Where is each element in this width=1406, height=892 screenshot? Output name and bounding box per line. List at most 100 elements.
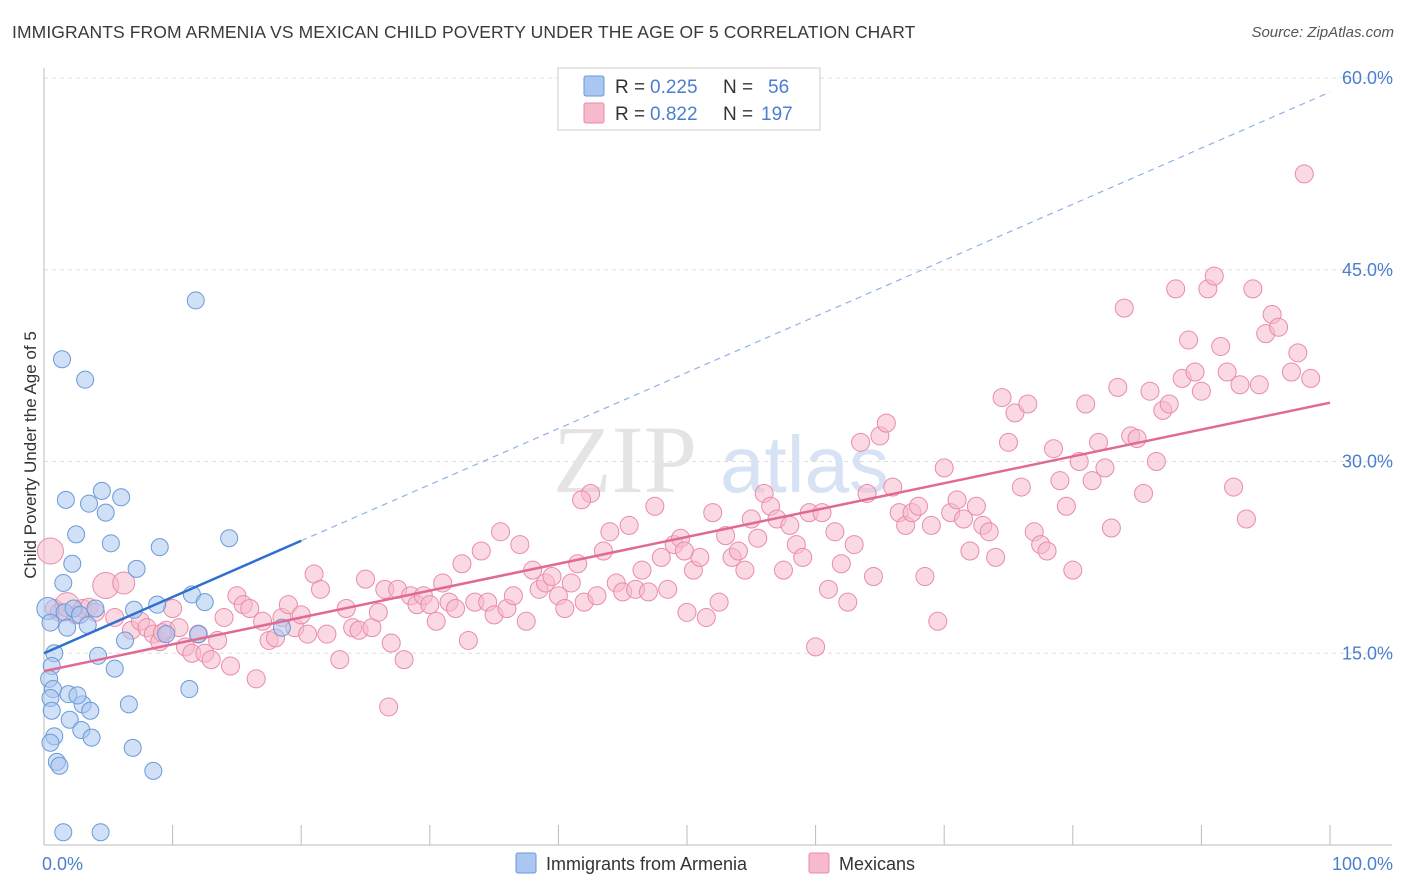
y-tick-label: 60.0%	[1342, 68, 1393, 88]
mexicans-point	[674, 541, 694, 561]
mexicans-point	[1050, 471, 1070, 491]
bottom-legend-armenia-swatch	[515, 852, 537, 874]
mexicans-point	[818, 579, 838, 599]
legend-mexico-n-label: N =	[723, 104, 753, 125]
legend-mexico-r-label: R =	[615, 104, 645, 125]
armenia-trend-line	[43, 539, 302, 655]
armenia-point	[127, 559, 146, 578]
mexicans-point	[703, 503, 723, 523]
mexicans-point	[356, 569, 375, 589]
x-tick-labels: 0.0% 100.0%	[42, 854, 1393, 874]
mexicans-point	[960, 541, 980, 561]
armenia-point	[56, 490, 75, 509]
armenia-point	[180, 680, 199, 699]
legend-armenia-r-value: 0.225	[650, 77, 698, 98]
legend-armenia-n-value: 56	[768, 77, 789, 98]
armenia-point	[63, 554, 82, 573]
armenia-point	[112, 488, 131, 507]
mexicans-point	[298, 624, 318, 644]
series-legend: Immigrants from Armenia Mexicans	[515, 852, 915, 874]
mexicans-point	[600, 522, 620, 542]
armenia-point	[42, 701, 61, 720]
armenia-point	[41, 613, 60, 632]
armenia-point	[50, 756, 69, 775]
mexicans-point	[831, 554, 851, 574]
mexicans-point	[1224, 477, 1244, 497]
mexicans-point	[1166, 279, 1186, 299]
y-tick-label: 45.0%	[1342, 260, 1393, 280]
mexicans-point	[1037, 541, 1057, 561]
bottom-legend-mexico-swatch	[808, 852, 830, 874]
mexicans-point	[1230, 375, 1250, 395]
mexicans-point	[992, 388, 1012, 408]
mexicans-point	[1294, 164, 1314, 184]
mexicans-point	[1101, 518, 1121, 538]
mexicans-point	[368, 602, 388, 622]
armenia-point	[119, 695, 138, 714]
mexicans-point	[420, 595, 440, 615]
mexicans-point	[651, 547, 671, 567]
armenia-point	[80, 494, 99, 513]
trend-lines	[43, 91, 1331, 673]
armenia-point	[186, 291, 205, 310]
armenia-point	[157, 625, 176, 644]
mexicans-point	[330, 650, 350, 670]
mexicans-point	[696, 607, 716, 627]
mexicans-point	[426, 611, 446, 631]
mexicans-point	[1191, 381, 1211, 401]
mexicans-point	[735, 560, 755, 580]
mexicans-point	[379, 697, 399, 717]
armenia-point	[41, 733, 60, 752]
armenia-point	[81, 701, 100, 720]
mexicans-point	[979, 522, 999, 542]
mexicans-point	[516, 611, 536, 631]
legend-armenia-n-label: N =	[723, 77, 753, 98]
mexicans-point	[1018, 394, 1038, 414]
mexicans-point	[542, 567, 562, 587]
mexicans-point	[1134, 483, 1154, 503]
armenia-point	[144, 761, 163, 780]
armenia-point	[123, 738, 142, 757]
armenia-point	[86, 599, 105, 618]
bottom-legend-mexico-label: Mexicans	[839, 854, 915, 874]
armenia-point	[150, 538, 169, 557]
mexicans-point	[1211, 336, 1231, 356]
mexicans-point	[278, 595, 298, 615]
mexicans-point	[934, 458, 954, 478]
armenia-point	[220, 529, 239, 548]
armenia-point	[68, 686, 87, 705]
mexicans-point	[1269, 317, 1289, 337]
mexicans-point	[863, 567, 883, 587]
mexicans-point	[953, 509, 973, 529]
mexicans-point	[214, 607, 234, 627]
armenia-point	[54, 573, 73, 592]
mexicans-point	[1011, 477, 1031, 497]
armenia-point	[67, 525, 86, 544]
mexicans-point	[883, 477, 903, 497]
mexicans-point	[619, 515, 639, 535]
mexicans-point	[638, 582, 658, 602]
mexicans-point	[1236, 509, 1256, 529]
armenia-point	[195, 593, 214, 612]
mexicans-point	[555, 599, 575, 619]
mexicans-point	[491, 522, 511, 542]
mexicans-point	[1082, 471, 1102, 491]
armenia-points	[36, 291, 291, 842]
armenia-point	[101, 534, 120, 553]
mexicans-point	[921, 515, 941, 535]
mexicans-point	[844, 535, 864, 555]
mexicans-point	[310, 579, 330, 599]
mexicans-point	[645, 496, 665, 516]
mexicans-point	[163, 599, 183, 619]
legend-armenia-r-label: R =	[615, 77, 645, 98]
mexicans-point	[632, 560, 652, 580]
mexicans-point	[658, 579, 678, 599]
armenia-point	[58, 618, 77, 637]
legend-armenia-swatch	[583, 75, 605, 97]
mexicans-point	[947, 490, 967, 510]
armenia-point	[96, 503, 115, 522]
mexicans-point	[1217, 362, 1237, 382]
mexicans-point	[709, 592, 729, 612]
armenia-point	[53, 350, 72, 369]
mexicans-point	[1146, 452, 1166, 471]
